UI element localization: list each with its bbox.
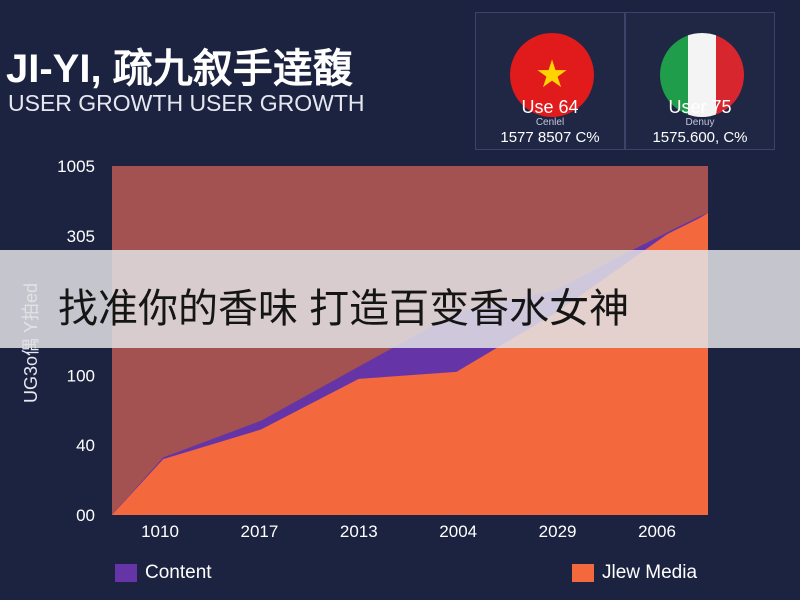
stat-label: Use 64 [521,97,579,117]
y-tick-label: 40 [76,436,95,455]
x-tick-label: 2013 [340,522,378,541]
stat-label: User 75 [668,97,732,117]
x-tick-label: 2004 [439,522,477,541]
legend-label: Jlew Media [602,562,698,583]
italy-flag-icon [660,33,744,117]
overlay-banner [0,250,800,348]
stat-sublabel: Denuy [685,117,715,128]
stat-card-2: User 75 Denuy 1575.600, C% [625,12,775,150]
x-tick-label: 2029 [539,522,577,541]
y-tick-label: 305 [67,227,95,246]
legend-item-content: Content [115,562,212,584]
x-tick-label: 2006 [638,522,676,541]
y-tick-label: 1005 [57,157,95,176]
stat-sublabel: Cenlel [535,117,565,128]
stat-value: 1575.600, C% [652,129,748,146]
area-series-1 [112,213,708,516]
overlay-banner-text: 找准你的香味 打造百变香水女神 [58,287,630,331]
stat-value: 1577 8507 C% [500,129,600,146]
x-tick-label: 1010 [141,522,179,541]
legend-label: Content [145,562,212,583]
chart-title: JI-YI, 疏九叙手逹馥 [6,47,353,91]
vietnam-flag-icon: ★ [510,33,594,117]
y-tick-label: 00 [76,506,95,525]
x-tick-label: 2017 [240,522,278,541]
chart-subtitle: USER GROWTH USER GROWTH [8,90,365,116]
y-tick-label: 100 [67,366,95,385]
legend-item-new-media: Jlew Media [572,562,697,584]
legend-swatch [572,564,594,582]
stat-card-1: ★ Use 64 Cenlel 1577 8507 C% [475,12,625,150]
area-chart: 00 40 100 305 1005 1010 2017 2013 2004 2029 2006 [57,157,708,541]
legend-swatch [115,564,137,582]
